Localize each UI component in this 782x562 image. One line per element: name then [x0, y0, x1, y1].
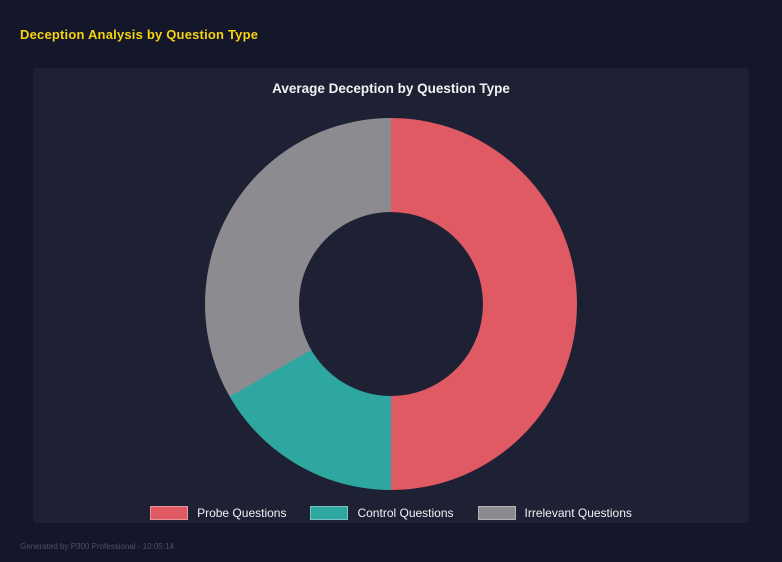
chart-legend: Probe Questions Control Questions Irreleva… [33, 506, 749, 520]
legend-swatch [477, 506, 516, 520]
donut-hole [299, 212, 483, 396]
donut-chart-area [205, 118, 577, 490]
legend-label: Probe Questions [197, 506, 287, 520]
legend-swatch [150, 506, 189, 520]
legend-item: Control Questions [310, 506, 454, 520]
chart-title: Average Deception by Question Type [272, 81, 510, 96]
page-title: Deception Analysis by Question Type [20, 27, 259, 42]
chart-panel: Average Deception by Question Type Probe… [33, 68, 749, 523]
legend-item: Irrelevant Questions [477, 506, 632, 520]
legend-item: Probe Questions [150, 506, 286, 520]
legend-swatch [310, 506, 349, 520]
footer-text: Generated by P300 Professional - 10:05:1… [20, 542, 174, 551]
legend-label: Control Questions [357, 506, 454, 520]
legend-label: Irrelevant Questions [524, 506, 632, 520]
